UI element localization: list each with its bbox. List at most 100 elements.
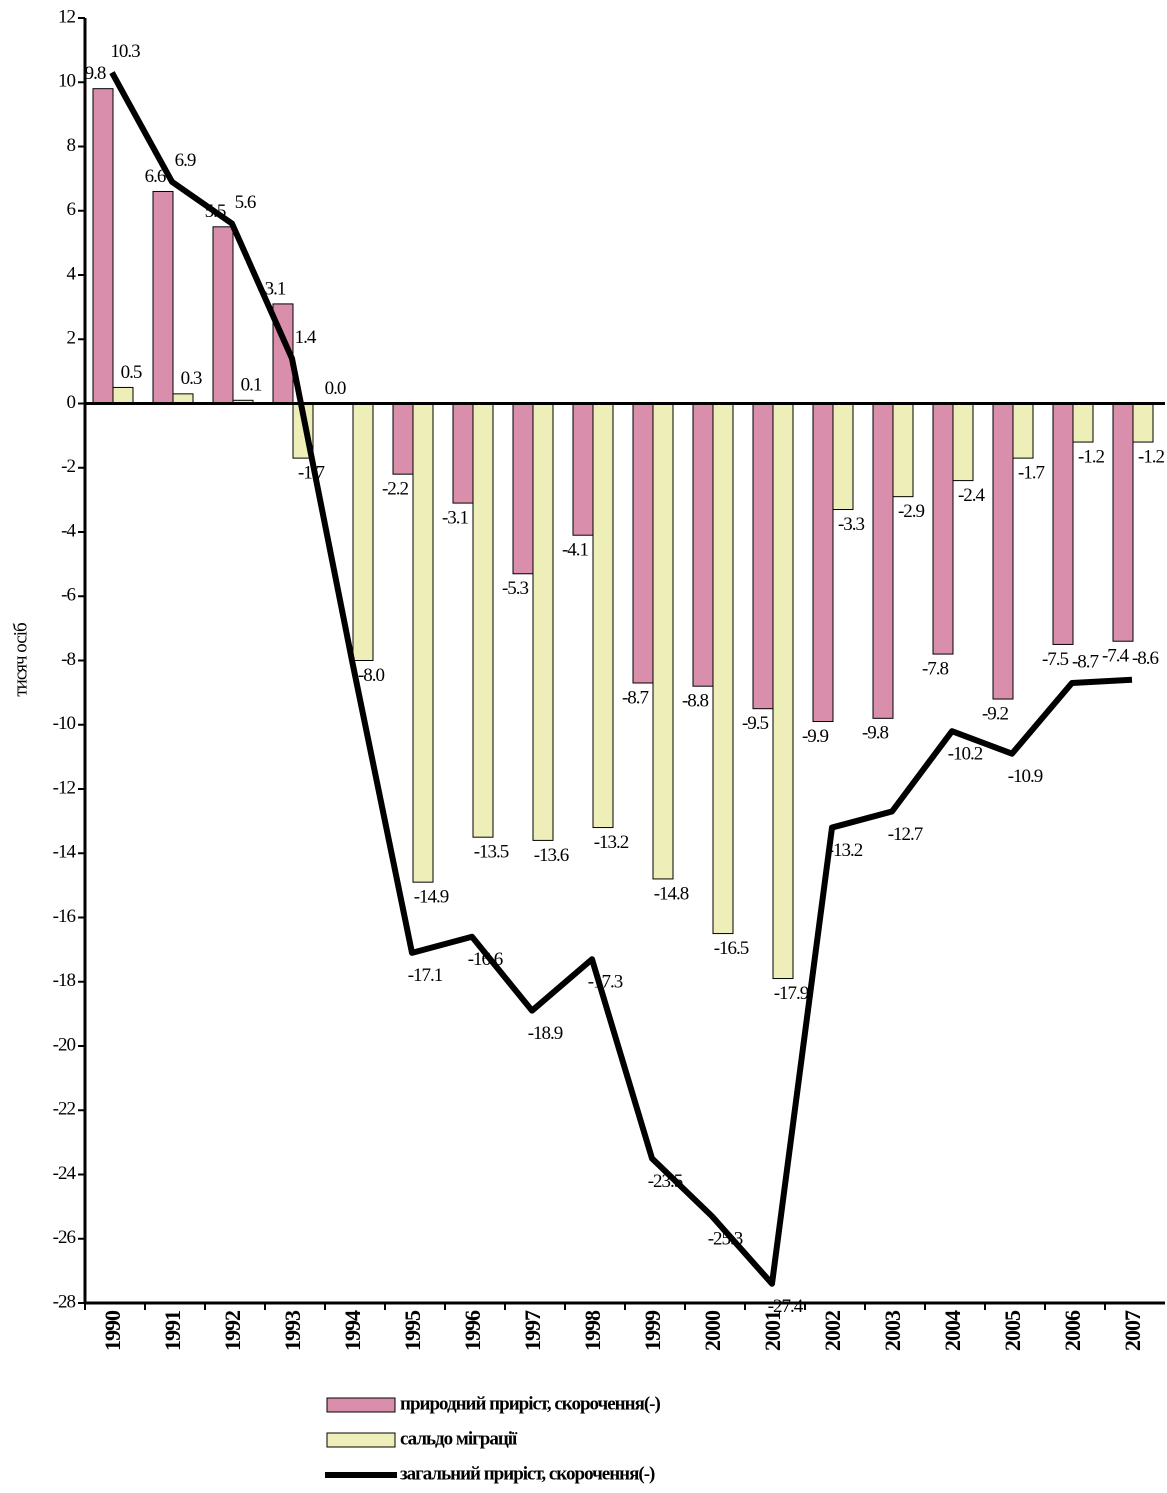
data-label: -7.5 (1042, 649, 1069, 670)
bar (1072, 403, 1094, 443)
data-label: -8.7 (622, 687, 649, 708)
bar (112, 386, 134, 404)
data-label: -7.8 (922, 658, 949, 679)
y-tick-label: -12 (53, 777, 76, 798)
data-label: 9.8 (85, 63, 106, 84)
data-label: 10.3 (110, 41, 140, 62)
y-tick-label: -16 (53, 906, 76, 927)
bar (932, 403, 954, 655)
bar (812, 403, 834, 723)
bar (592, 403, 614, 829)
y-tick-label: -18 (53, 970, 76, 991)
data-label: -1.2 (1078, 446, 1105, 467)
data-label: -8.7 (1072, 651, 1099, 672)
bar (772, 403, 794, 980)
data-label: -2.9 (898, 501, 925, 522)
legend-label: природний приріст, скорочення(-) (400, 1393, 661, 1414)
x-tick-label: 2005 (1000, 1310, 1025, 1351)
y-tick-label: -26 (53, 1227, 76, 1248)
x-tick-label: 2000 (700, 1310, 725, 1351)
data-label: -13.2 (828, 840, 863, 861)
data-label: -8.0 (358, 665, 385, 686)
data-label: 0.1 (241, 375, 262, 396)
x-tick-label: 1999 (640, 1310, 665, 1351)
y-tick-label: -20 (53, 1034, 76, 1055)
data-label: -17.3 (588, 972, 623, 993)
data-label: -17.1 (408, 965, 443, 986)
bar (512, 403, 534, 575)
x-tick-label: 1998 (580, 1310, 605, 1351)
y-axis-label: тисяч осіб (10, 623, 31, 697)
line (109, 71, 1133, 1287)
data-label: -12.7 (888, 824, 923, 845)
data-label: -9.5 (742, 713, 769, 734)
y-tick-label: 0 (67, 392, 76, 413)
data-label: -1.2 (1138, 446, 1165, 467)
data-label: 3.1 (265, 278, 286, 299)
x-tick-label: 2001 (760, 1311, 785, 1351)
y-tick-label: -28 (53, 1291, 76, 1312)
legend-swatch (326, 1397, 396, 1413)
data-label: -13.2 (594, 832, 629, 853)
y-tick-label: -4 (61, 520, 76, 541)
bar (92, 88, 114, 405)
y-tick-label: -22 (53, 1099, 76, 1120)
bar (832, 403, 854, 511)
bar (1112, 403, 1134, 642)
x-tick-label: 2006 (1060, 1310, 1085, 1351)
y-tick-label: -24 (53, 1163, 77, 1184)
bar (692, 403, 714, 687)
data-label: -1.7 (1018, 462, 1045, 483)
x-tick-label: 1997 (520, 1310, 545, 1351)
bar (352, 403, 374, 661)
data-label: -17.9 (774, 983, 809, 1004)
data-label: -9.9 (802, 726, 829, 747)
data-label: 0.3 (181, 368, 202, 389)
x-tick-label: 2007 (1120, 1310, 1145, 1351)
data-label: -9.8 (862, 723, 889, 744)
data-label: 0.5 (121, 362, 142, 383)
data-label: 1.4 (295, 327, 317, 348)
bar (632, 403, 654, 684)
legend-label: загальний приріст, скорочення(-) (400, 1463, 655, 1484)
bar (152, 190, 174, 404)
y-tick-label: 6 (67, 199, 76, 220)
y-tick-label: -2 (61, 456, 75, 477)
bar (752, 403, 774, 710)
bar (472, 403, 494, 838)
data-label: -13.5 (474, 842, 509, 863)
y-tick-label: -14 (53, 842, 77, 863)
data-label: -18.9 (528, 1023, 563, 1044)
data-label: -3.3 (838, 514, 865, 535)
data-label: -27.4 (768, 1296, 804, 1317)
bar (412, 403, 434, 883)
data-label: -8.8 (682, 691, 709, 712)
x-tick-label: 1996 (460, 1310, 485, 1351)
data-label: -9.2 (982, 703, 1009, 724)
data-label: 0.0 (325, 378, 346, 399)
data-label: -25.3 (708, 1229, 743, 1250)
bar (1132, 403, 1154, 443)
legend-swatch (326, 1432, 396, 1448)
bar (392, 403, 414, 475)
data-label: -4.1 (562, 540, 589, 561)
bar (1012, 403, 1034, 459)
x-tick-label: 1990 (100, 1310, 125, 1351)
data-label: -3.1 (442, 507, 469, 528)
data-label: -13.6 (534, 845, 569, 866)
data-label: 6.6 (145, 166, 166, 187)
bar (992, 403, 1014, 700)
data-label: -7.4 (1102, 646, 1130, 667)
bar (212, 226, 234, 404)
bar (872, 403, 894, 719)
data-label: -2.4 (958, 485, 986, 506)
x-tick-label: 2003 (880, 1310, 905, 1351)
x-tick-label: 1992 (220, 1310, 245, 1351)
legend-label: сальдо міграції (400, 1428, 518, 1449)
data-label: -8.6 (1132, 648, 1159, 669)
bar (532, 403, 554, 841)
data-label: -10.2 (948, 744, 983, 765)
data-label: -16.5 (714, 938, 749, 959)
bar (1052, 403, 1074, 645)
y-tick-label: -10 (53, 713, 76, 734)
